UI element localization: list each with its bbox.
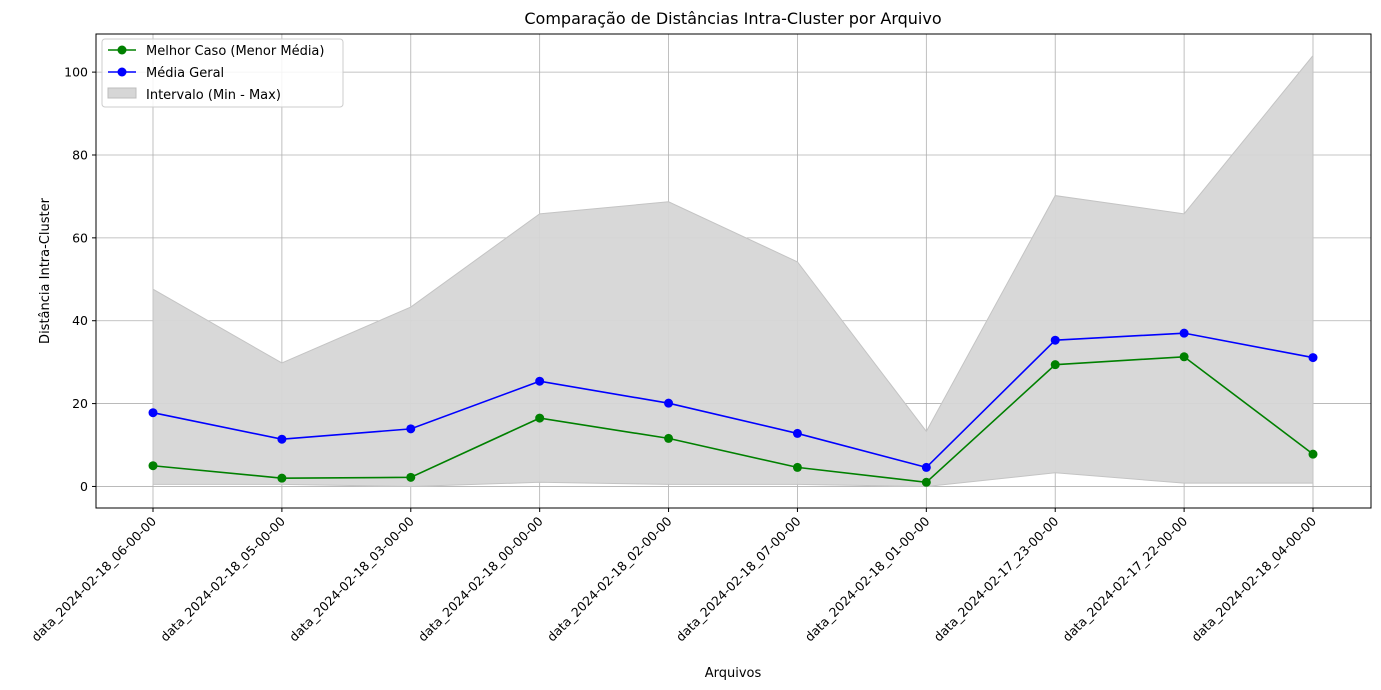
x-tick-label: data_2024-02-18_01-00-00: [802, 513, 933, 644]
series-point-1: [406, 424, 416, 434]
y-tick-label: 0: [80, 479, 88, 494]
series-point-0: [1050, 360, 1060, 370]
x-tick-label: data_2024-02-18_00-00-00: [415, 513, 546, 644]
y-tick-label: 80: [72, 147, 88, 162]
series-point-1: [664, 398, 674, 408]
series-point-1: [921, 462, 931, 472]
series-line-0: [152, 355, 1314, 484]
series-line-1: [152, 332, 1314, 469]
x-tick-label: data_2024-02-18_02-00-00: [544, 513, 675, 644]
y-tick-label: 100: [64, 65, 88, 80]
series-point-1: [535, 376, 545, 386]
plot-area: 020406080100data_2024-02-18_06-00-00data…: [28, 33, 1372, 644]
series-point-1: [1308, 353, 1318, 363]
y-tick-label: 40: [72, 313, 88, 328]
series-point-1: [792, 428, 802, 438]
series-point-1: [148, 408, 158, 418]
x-tick-label: data_2024-02-18_07-00-00: [673, 513, 804, 644]
y-tick-label: 20: [72, 396, 88, 411]
legend-swatch-range: [107, 87, 137, 99]
y-tick-label: 60: [72, 230, 88, 245]
series-point-0: [664, 433, 674, 443]
legend-marker-mean: [117, 67, 127, 77]
series-point-0: [1308, 449, 1318, 459]
x-axis-label: Arquivos: [705, 666, 762, 681]
series-point-0: [1179, 352, 1189, 362]
legend-label-range: Intervalo (Min - Max): [146, 88, 281, 103]
x-tick-label: data_2024-02-18_04-00-00: [1188, 513, 1319, 644]
legend-box: [101, 38, 344, 108]
plot-frame: [95, 33, 1372, 509]
y-axis-label: Distância Intra-Cluster: [38, 197, 53, 344]
legend-marker-best: [117, 45, 127, 55]
range-band: [152, 54, 1314, 487]
x-tick-label: data_2024-02-17_23-00-00: [930, 513, 1061, 644]
legend: Melhor Caso (Menor Média) Média Geral In…: [101, 38, 344, 108]
series-point-0: [921, 477, 931, 487]
legend-label-mean: Média Geral: [146, 66, 224, 81]
x-tick-label: data_2024-02-18_06-00-00: [28, 513, 159, 644]
series-point-1: [1050, 335, 1060, 345]
series-point-1: [277, 434, 287, 444]
series-point-0: [277, 473, 287, 483]
series-point-0: [535, 413, 545, 423]
series-point-0: [406, 472, 416, 482]
chart-title: Comparação de Distâncias Intra-Cluster p…: [524, 9, 941, 28]
series-point-0: [148, 461, 158, 471]
legend-label-best: Melhor Caso (Menor Média): [146, 44, 324, 59]
series-point-1: [1179, 328, 1189, 338]
x-tick-label: data_2024-02-18_05-00-00: [157, 513, 288, 644]
x-tick-label: data_2024-02-17_22-00-00: [1059, 513, 1190, 644]
series-point-0: [792, 462, 802, 472]
x-tick-label: data_2024-02-18_03-00-00: [286, 513, 417, 644]
